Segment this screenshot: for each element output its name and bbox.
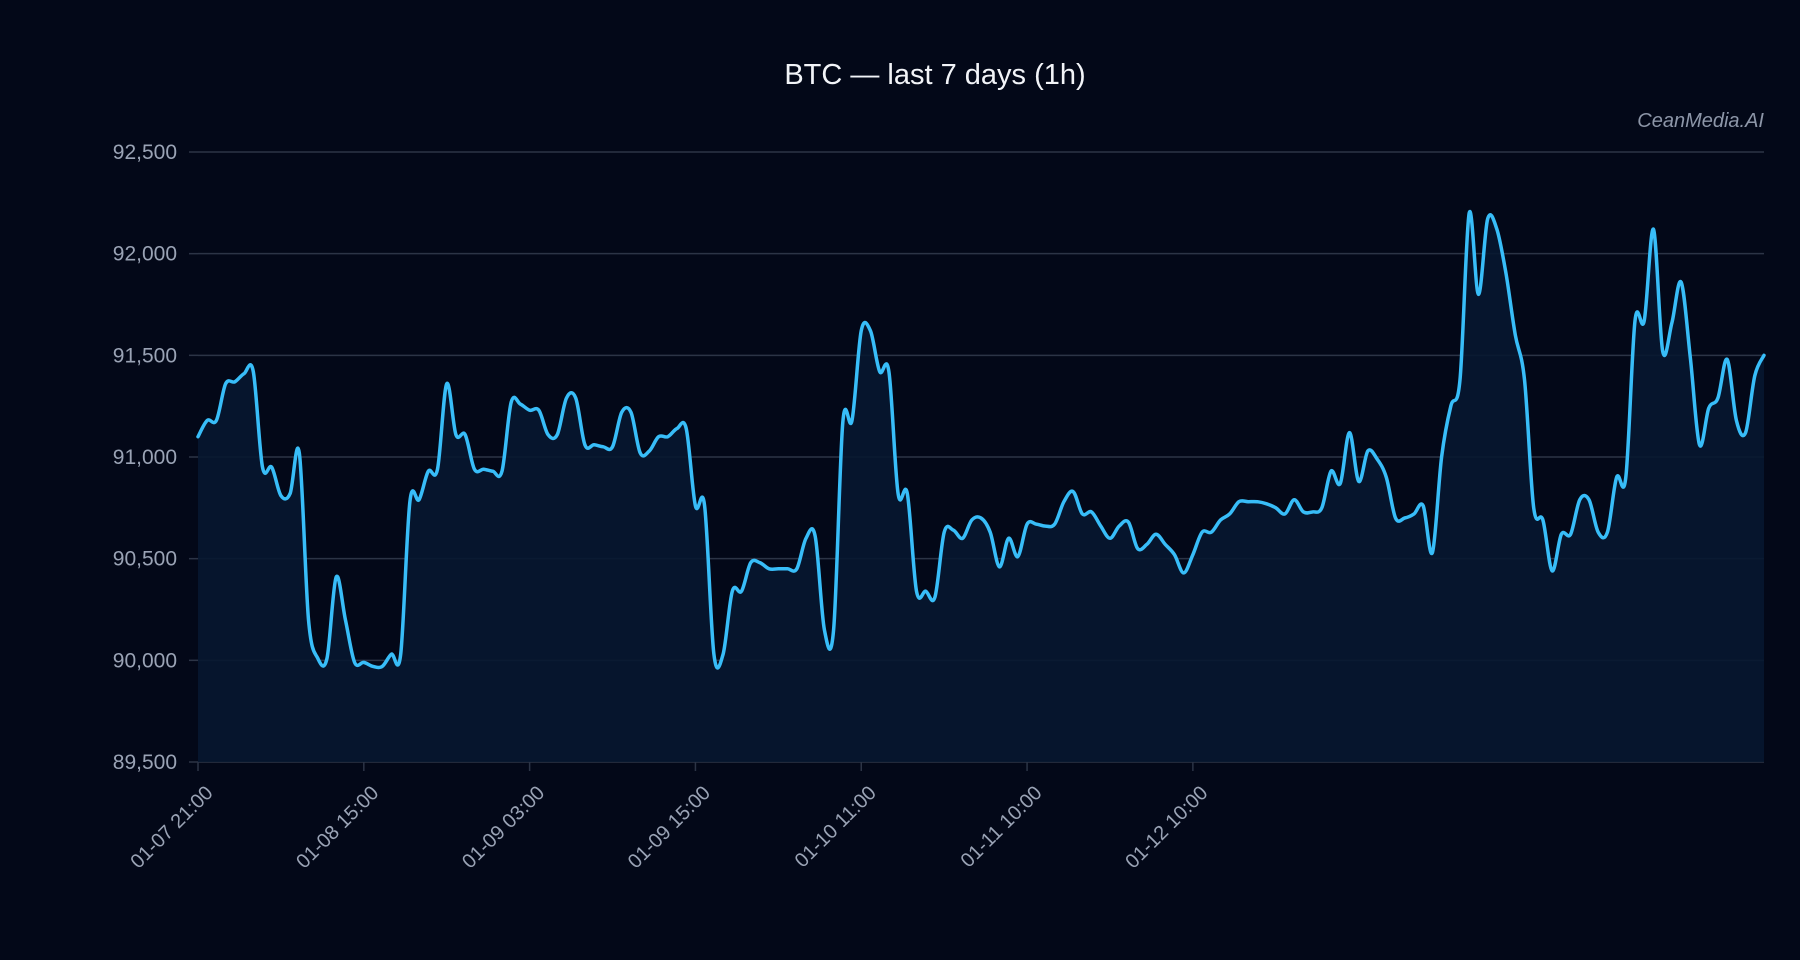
y-tick-label: 92,000 xyxy=(113,243,177,266)
area-fill xyxy=(198,211,1764,763)
x-tick-label: 01-07 21:00 xyxy=(126,782,217,873)
y-tick-label: 92,500 xyxy=(113,141,177,164)
price-line xyxy=(196,209,1766,670)
x-axis: 01-07 21:00 01-08 15:00 01-09 03:00 01-09 1… xyxy=(126,762,1212,873)
plot-layer xyxy=(196,209,1766,763)
x-tick-label: 01-11 10:00 xyxy=(957,782,1047,872)
x-tick-label: 01-09 15:00 xyxy=(624,782,715,873)
y-tick-label: 90,000 xyxy=(113,649,177,672)
chart-title: BTC — last 7 days (1h) xyxy=(784,59,1085,91)
y-tick-label: 91,000 xyxy=(113,446,177,469)
x-tick-label: 01-08 15:00 xyxy=(292,782,383,873)
y-axis: 89,500 90,000 90,500 91,000 91,500 92,000 92,5… xyxy=(113,141,198,774)
watermark: CeanMedia.AI xyxy=(1637,110,1764,132)
y-tick-label: 89,500 xyxy=(113,751,177,774)
x-tick-label: 01-12 10:00 xyxy=(1121,782,1212,873)
y-tick-label: 91,500 xyxy=(113,344,177,367)
x-tick-label: 01-09 03:00 xyxy=(458,782,549,873)
x-tick-label: 01-10 11:00 xyxy=(791,782,881,872)
y-tick-label: 90,500 xyxy=(113,548,177,571)
